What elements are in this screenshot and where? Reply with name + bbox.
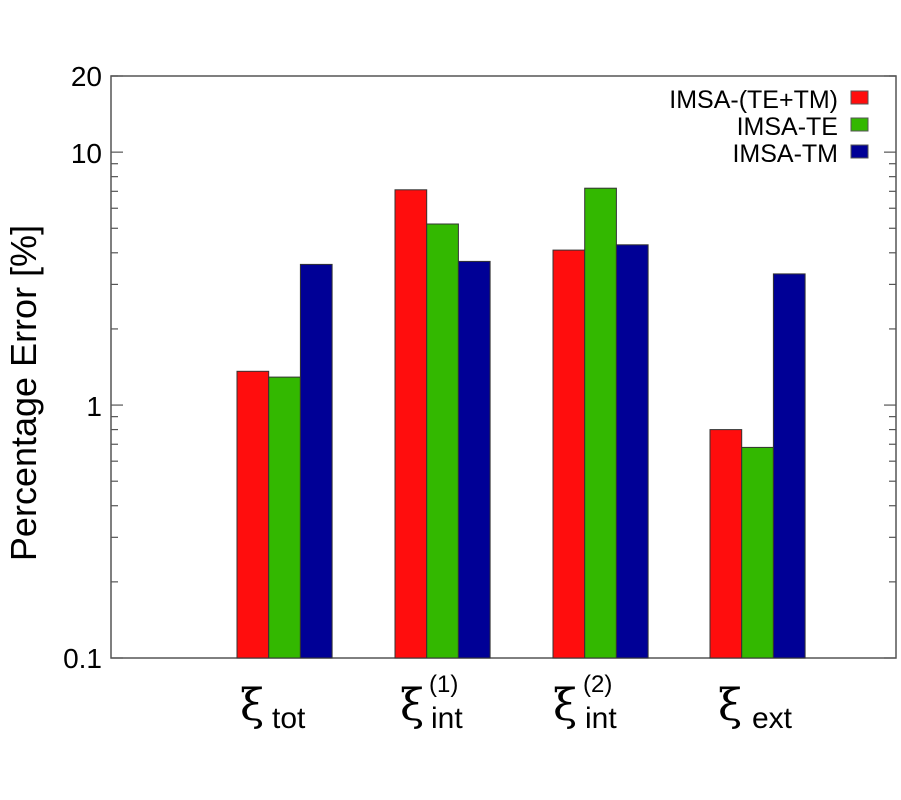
svg-text:(2): (2) [583,671,612,698]
y-tick-label-10: 10 [71,138,102,169]
legend-swatch-blue [850,144,869,159]
bar-imsa-tm-1 [457,260,491,659]
y-axis-ticks [111,75,896,659]
svg-text:int: int [431,702,463,735]
legend-swatch-red [850,90,869,105]
y-tick-label-20: 20 [71,61,102,92]
y-axis-title: Percentage Error [%] [3,225,44,561]
svg-text:ξ: ξ [553,680,577,731]
legend-label-tm: IMSA-TM [732,140,838,168]
bar-imsa-te-0 [268,376,301,659]
bar-imsa-te-tm--2 [552,249,586,659]
bar-imsa-tm-2 [615,244,649,659]
bar-imsa-te-tm--0 [236,370,270,659]
bar-imsa-te-1 [426,223,459,659]
legend-swatch-green [850,117,869,132]
legend: IMSA-(TE+TM) IMSA-TE IMSA-TM [669,86,869,168]
svg-text:(1): (1) [429,671,458,698]
bar-imsa-te-tm--3 [709,429,743,659]
svg-text:ξ: ξ [400,680,424,731]
svg-text:ξ: ξ [240,680,264,731]
legend-label-te-tm: IMSA-(TE+TM) [669,86,838,114]
svg-text:ext: ext [752,702,793,735]
svg-text:tot: tot [272,702,306,735]
svg-text:int: int [585,702,617,735]
bar-imsa-tm-0 [299,263,333,659]
legend-label-te: IMSA-TE [737,113,838,141]
y-tick-label-1: 1 [86,391,102,422]
bar-imsa-tm-3 [772,273,806,659]
bar-imsa-te-tm--1 [394,189,428,659]
x-label-xi-ext: ξ ext [718,680,793,735]
x-label-xi-int-1: ξ int (1) [400,671,463,735]
bar-imsa-te-3 [741,446,774,659]
x-label-xi-tot: ξ tot [240,680,306,735]
svg-text:ξ: ξ [718,680,742,731]
y-tick-label-0.1: 0.1 [63,643,102,674]
bars [236,187,806,659]
bar-imsa-te-2 [584,187,617,659]
x-category-labels: ξ tot ξ int (1) ξ int (2) ξ ext [240,671,793,735]
x-label-xi-int-2: ξ int (2) [553,671,617,735]
